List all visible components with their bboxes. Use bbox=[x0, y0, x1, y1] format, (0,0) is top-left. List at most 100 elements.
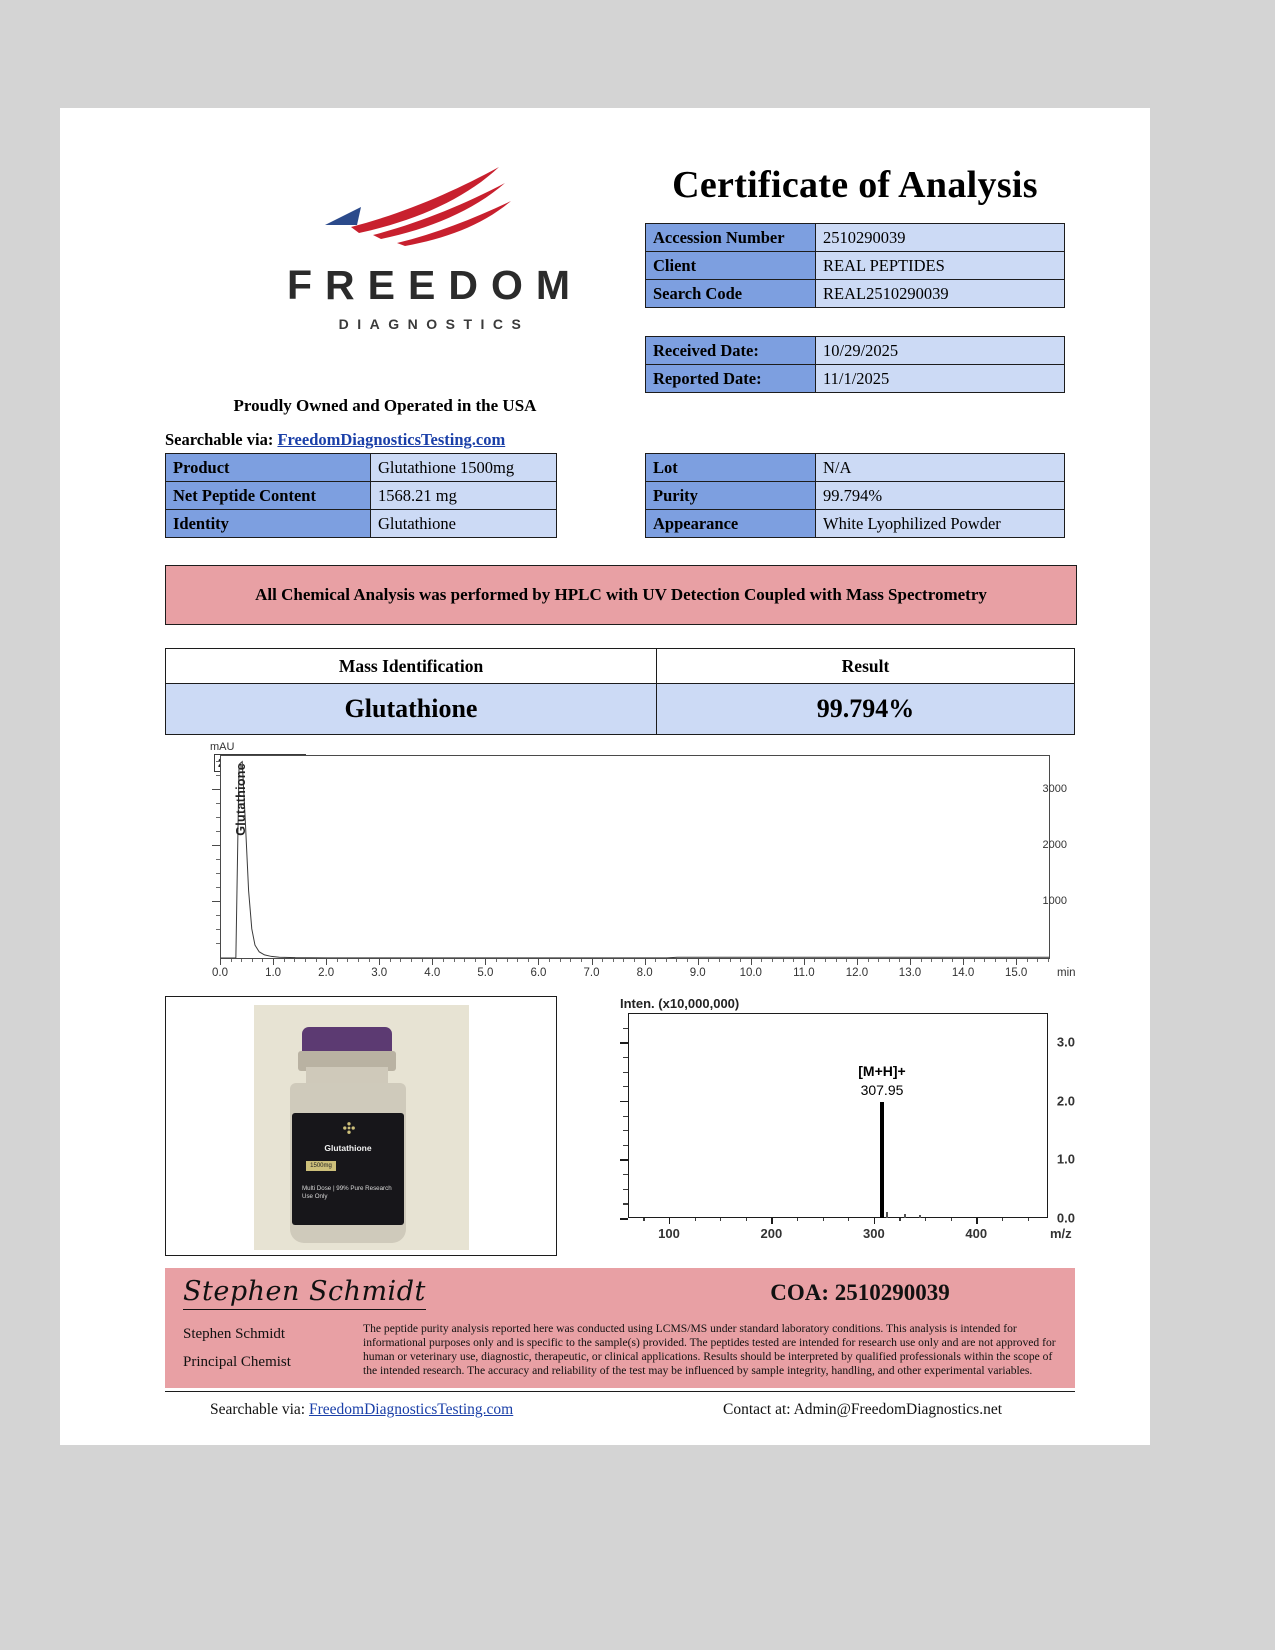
chromatogram-x-tick-label: 0.0 bbox=[212, 967, 228, 979]
ms-y-minor-tick bbox=[623, 1086, 628, 1088]
chromatogram-x-minor-tick bbox=[676, 959, 678, 962]
chromatogram-x-axis-unit: min bbox=[1057, 967, 1076, 979]
ms-y-minor-tick bbox=[623, 1027, 628, 1029]
ms-x-tick-label: 400 bbox=[965, 1226, 988, 1241]
table-row: Purity 99.794% bbox=[645, 481, 1065, 510]
row-value: N/A bbox=[815, 453, 1065, 482]
ms-y-minor-tick bbox=[623, 1056, 628, 1059]
lot-table: Lot N/A Purity 99.794% Appearance White … bbox=[645, 453, 1065, 538]
chromatogram-x-tick-label: 4.0 bbox=[424, 967, 441, 979]
ms-x-tick bbox=[873, 1218, 876, 1224]
chromatogram-x-tick-label: 12.0 bbox=[845, 967, 869, 979]
disclaimer-text: The peptide purity analysis reported her… bbox=[363, 1322, 1056, 1377]
ms-y-minor-tick bbox=[623, 1071, 628, 1073]
row-value: 11/1/2025 bbox=[815, 364, 1065, 393]
ms-x-minor-tick bbox=[720, 1218, 722, 1221]
ms-x-minor-tick bbox=[822, 1218, 824, 1221]
table-row: Product Glutathione 1500mg bbox=[165, 453, 557, 482]
chromatogram-y-tick bbox=[212, 900, 220, 902]
chromatogram-x-minor-tick bbox=[612, 959, 614, 962]
row-key: Identity bbox=[165, 509, 371, 538]
chromatogram-x-minor-tick bbox=[793, 959, 795, 962]
chromatogram-y-tick-label: 1000 bbox=[1042, 894, 1067, 907]
chromatogram-x-tick bbox=[273, 959, 275, 965]
method-banner: All Chemical Analysis was performed by H… bbox=[165, 565, 1077, 625]
ms-x-minor-tick bbox=[643, 1218, 645, 1221]
chromatogram-trace bbox=[221, 756, 1049, 958]
ms-x-minor-tick bbox=[950, 1218, 952, 1221]
row-key: Purity bbox=[645, 481, 816, 510]
chromatogram-y-minor-tick bbox=[216, 928, 220, 930]
chromatogram-y-tick bbox=[212, 844, 220, 846]
chromatogram-x-tick-label: 14.0 bbox=[951, 967, 975, 979]
chromatogram-x-minor-tick bbox=[464, 959, 466, 962]
chromatogram-x-minor-tick bbox=[740, 959, 742, 962]
ms-x-minor-tick bbox=[899, 1218, 901, 1221]
ms-x-tick bbox=[976, 1218, 978, 1224]
chromatogram-x-tick-label: 5.0 bbox=[477, 967, 494, 979]
ms-x-axis-label: m/z bbox=[1050, 1226, 1072, 1241]
chromatogram-y-axis-label: mAU bbox=[210, 741, 235, 753]
chromatogram-x-tick bbox=[1016, 959, 1018, 965]
chromatogram-y-minor-tick bbox=[216, 760, 220, 762]
chromatogram-x-minor-tick bbox=[315, 959, 317, 962]
ms-y-tick-label: 2.0 bbox=[1056, 1093, 1075, 1109]
table-row: Reported Date: 11/1/2025 bbox=[645, 364, 1065, 393]
chromatogram-x-tick-label: 8.0 bbox=[636, 967, 653, 979]
row-value: 99.794% bbox=[815, 481, 1065, 510]
coa-page: FREEDOM DIAGNOSTICS Proudly Owned and Op… bbox=[60, 108, 1150, 1445]
chromatogram-x-minor-tick bbox=[602, 959, 604, 962]
searchable-link[interactable]: FreedomDiagnosticsTesting.com bbox=[277, 430, 506, 449]
chromatogram-x-tick bbox=[591, 959, 593, 965]
chromatogram-x-tick-label: 3.0 bbox=[371, 967, 388, 979]
vial-note: Multi Dose | 99% Pure Research Use Only bbox=[302, 1185, 392, 1200]
chromatogram-x-minor-tick bbox=[580, 959, 582, 962]
ms-peak bbox=[903, 1213, 906, 1218]
chromatogram-x-minor-tick bbox=[453, 959, 455, 962]
ms-y-minor-tick bbox=[623, 1115, 628, 1117]
chromatogram-x-minor-tick bbox=[368, 959, 370, 962]
chromatogram-x-minor-tick bbox=[634, 959, 635, 962]
table-row: Mass Identification Result bbox=[165, 648, 1075, 684]
chromatogram-y-minor-tick bbox=[216, 914, 220, 916]
ms-peak bbox=[879, 1102, 884, 1218]
chromatogram-x-minor-tick bbox=[230, 959, 232, 962]
row-value: REAL2510290039 bbox=[815, 279, 1065, 308]
product-photo: Glutathione 1500mg Multi Dose | 99% Pure… bbox=[165, 996, 557, 1256]
chromatogram-x-minor-tick bbox=[941, 959, 943, 962]
ms-x-tick bbox=[668, 1218, 671, 1224]
chromatogram-y-minor-tick bbox=[216, 802, 220, 804]
chromatogram-x-tick bbox=[485, 959, 487, 965]
chromatogram-x-tick-label: 10.0 bbox=[739, 967, 762, 979]
chromatogram-x-minor-tick bbox=[251, 959, 253, 962]
chromatogram-x-minor-tick bbox=[761, 959, 763, 962]
chromatogram-x-minor-tick bbox=[623, 959, 625, 962]
signature-image: Stephen Schmidt bbox=[183, 1276, 426, 1310]
chromatogram-x-minor-tick bbox=[888, 959, 890, 962]
chromatogram-x-tick-label: 2.0 bbox=[318, 967, 335, 979]
chromatogram-x-minor-tick bbox=[442, 959, 444, 962]
hplc-chromatogram: mAU 214nm,4nm Glutathione min 1000200030… bbox=[152, 741, 1076, 991]
ms-y-minor-tick bbox=[623, 1130, 628, 1132]
chromatogram-x-tick bbox=[856, 959, 858, 965]
chromatogram-x-minor-tick bbox=[655, 959, 657, 962]
chromatogram-x-tick bbox=[697, 959, 699, 965]
chromatogram-y-tick-label: 2000 bbox=[1042, 838, 1067, 851]
chromatogram-x-minor-tick bbox=[899, 959, 901, 962]
row-value: Glutathione bbox=[370, 509, 557, 538]
ms-adduct-label: [M+H]+ bbox=[858, 1062, 906, 1079]
coa-number: COA: 2510290039 bbox=[770, 1280, 950, 1305]
chromatogram-x-minor-tick bbox=[517, 959, 519, 962]
result-value: 99.794% bbox=[656, 683, 1075, 735]
chromatogram-x-minor-tick bbox=[496, 959, 497, 962]
dates-table: Received Date: 10/29/2025 Reported Date:… bbox=[645, 336, 1065, 393]
ms-x-minor-tick bbox=[1027, 1218, 1029, 1221]
chromatogram-x-minor-tick bbox=[241, 959, 243, 962]
chromatogram-x-minor-tick bbox=[952, 959, 954, 962]
chromatogram-x-tick-label: 9.0 bbox=[689, 967, 706, 979]
brand-name: FREEDOM bbox=[287, 262, 583, 308]
footer-searchable-link[interactable]: FreedomDiagnosticsTesting.com bbox=[308, 1401, 514, 1418]
row-key: Accession Number bbox=[645, 223, 816, 252]
row-key: Search Code bbox=[645, 279, 816, 308]
ms-y-tick-label: 3.0 bbox=[1056, 1034, 1075, 1050]
